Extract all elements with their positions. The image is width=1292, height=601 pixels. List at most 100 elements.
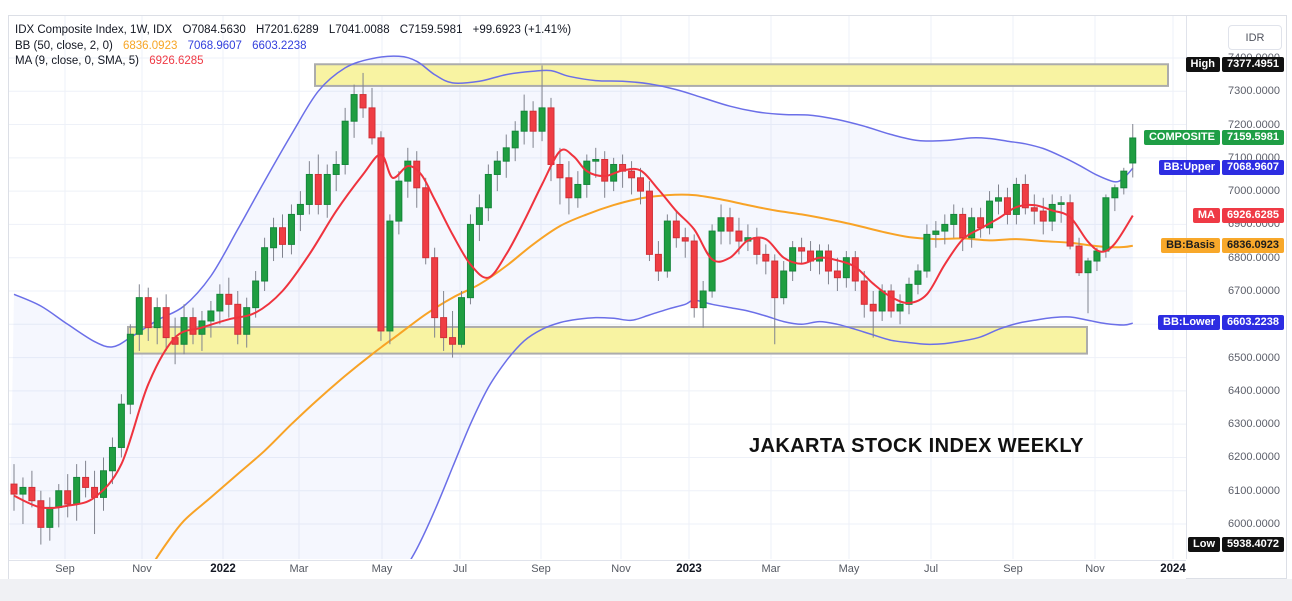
candle-up <box>592 158 600 162</box>
candle-down <box>144 297 152 329</box>
candle-up <box>502 147 510 162</box>
bollinger-fill <box>9 56 1133 559</box>
badge-label: Low <box>1188 536 1220 552</box>
time-label-month: May <box>371 563 393 575</box>
axis-badge-bb-basis: BB:Basis 6836.0923 <box>1161 237 1284 253</box>
price-tick-label: 7300.0000 <box>1228 85 1280 98</box>
candle-up <box>100 470 107 498</box>
candle-down <box>726 217 734 232</box>
candle-up <box>493 160 501 175</box>
candle-down <box>601 158 609 182</box>
price-tick-label: 7000.0000 <box>1228 185 1280 198</box>
price-tick-label: 6800.0000 <box>1228 251 1280 264</box>
candle-up <box>1120 170 1128 189</box>
candle-up <box>878 290 886 312</box>
ma-indicator-title: MA (9, close, 0, SMA, 5) <box>15 55 139 67</box>
time-label-year: 2023 <box>676 563 702 575</box>
bb-upper-line <box>13 55 1134 348</box>
candle-up <box>1102 197 1110 252</box>
candle-up <box>332 163 340 175</box>
time-label-month: Jul <box>923 563 939 575</box>
candle-up <box>323 173 331 205</box>
price-axis[interactable]: IDR 7400.00007300.00007200.00007100.0000… <box>1143 16 1286 559</box>
price-tick-label: 6200.0000 <box>1228 451 1280 464</box>
badge-value: 7377.4951 <box>1222 57 1284 73</box>
bb-indicator-title: BB (50, close, 2, 0) <box>15 39 113 52</box>
badge-value: 6926.6285 <box>1222 207 1284 223</box>
time-label-month: May <box>838 563 860 575</box>
candle-up <box>270 227 278 249</box>
candle-down <box>279 227 286 245</box>
candle-down <box>833 270 841 279</box>
candle-up <box>108 446 116 472</box>
candle-up <box>404 160 412 182</box>
candle-up <box>1129 137 1137 164</box>
chart-canvas[interactable] <box>9 16 1186 559</box>
time-label-month: Sep <box>55 563 75 575</box>
candle-down <box>449 337 457 345</box>
candle-down <box>1003 197 1011 215</box>
candlestick-plot[interactable] <box>9 16 1186 559</box>
candle-down <box>959 213 967 239</box>
axis-badge-ma: MA 6926.6285 <box>1192 207 1284 223</box>
candle-down <box>654 253 662 272</box>
bb-lower-value: 6603.2238 <box>252 39 307 52</box>
candle-down <box>368 107 376 139</box>
open-value: O7084.5630 <box>182 24 246 36</box>
candle-up <box>475 207 483 225</box>
price-tick-label: 6700.0000 <box>1228 284 1280 297</box>
candle-down <box>1021 183 1029 209</box>
candle-up <box>905 283 913 305</box>
candle-up <box>717 217 725 232</box>
candle-up <box>207 310 215 322</box>
candle-up <box>923 233 931 272</box>
badge-label: BB:Lower <box>1158 315 1220 331</box>
footer-strip <box>0 579 1292 601</box>
candle-down <box>645 190 653 255</box>
candle-up <box>968 217 976 239</box>
candle-down <box>771 260 779 299</box>
candles-group <box>10 65 1137 545</box>
price-tick-label: 6100.0000 <box>1228 484 1280 497</box>
time-label-month: Nov <box>132 563 152 575</box>
candle-up <box>1048 203 1056 222</box>
badge-label: COMPOSITE <box>1143 129 1220 145</box>
badge-value: 7068.9607 <box>1222 160 1284 176</box>
candle-up <box>252 280 260 309</box>
currency-toggle-button[interactable]: IDR <box>1228 25 1282 50</box>
legend-symbol-row: IDX Composite Index, 1W, IDX O7084.5630 … <box>15 23 571 39</box>
symbol-title: IDX Composite Index, 1W, IDX <box>15 24 173 36</box>
candle-up <box>574 183 582 199</box>
badge-label: BB:Upper <box>1158 160 1220 176</box>
candle-up <box>511 130 519 149</box>
time-label-month: Sep <box>1003 563 1023 575</box>
candle-up <box>986 200 994 229</box>
candle-up <box>458 297 465 345</box>
candle-down <box>314 173 322 205</box>
badge-label: BB:Basis <box>1161 237 1220 253</box>
candle-up <box>1093 250 1101 262</box>
chart-container: IDX Composite Index, 1W, IDX O7084.5630 … <box>8 15 1287 579</box>
badge-value: 6603.2238 <box>1222 315 1284 331</box>
candle-up <box>135 297 143 335</box>
legend-ma-row: MA (9, close, 0, SMA, 5) 6926.6285 <box>15 54 571 70</box>
time-label-month: Nov <box>611 563 631 575</box>
candle-up <box>1057 202 1065 205</box>
candle-down <box>422 187 430 259</box>
candle-down <box>628 170 636 179</box>
candle-up <box>350 94 358 122</box>
bb-lower-line <box>410 299 1133 559</box>
price-tick-label: 6400.0000 <box>1228 384 1280 397</box>
candle-down <box>1066 202 1074 247</box>
candle-down <box>798 247 806 252</box>
time-axis[interactable]: Sep Nov 2022 Mar May Jul Sep Nov 2023 Mar May Jul Se… <box>9 560 1186 579</box>
candle-down <box>565 177 573 199</box>
candle-up <box>19 486 27 495</box>
time-label-year: 2024 <box>1160 563 1186 575</box>
candle-up <box>117 403 125 448</box>
candle-up <box>484 173 492 209</box>
candle-up <box>395 180 403 222</box>
candle-down <box>413 160 421 189</box>
candle-down <box>547 107 555 165</box>
candle-down <box>234 303 242 335</box>
